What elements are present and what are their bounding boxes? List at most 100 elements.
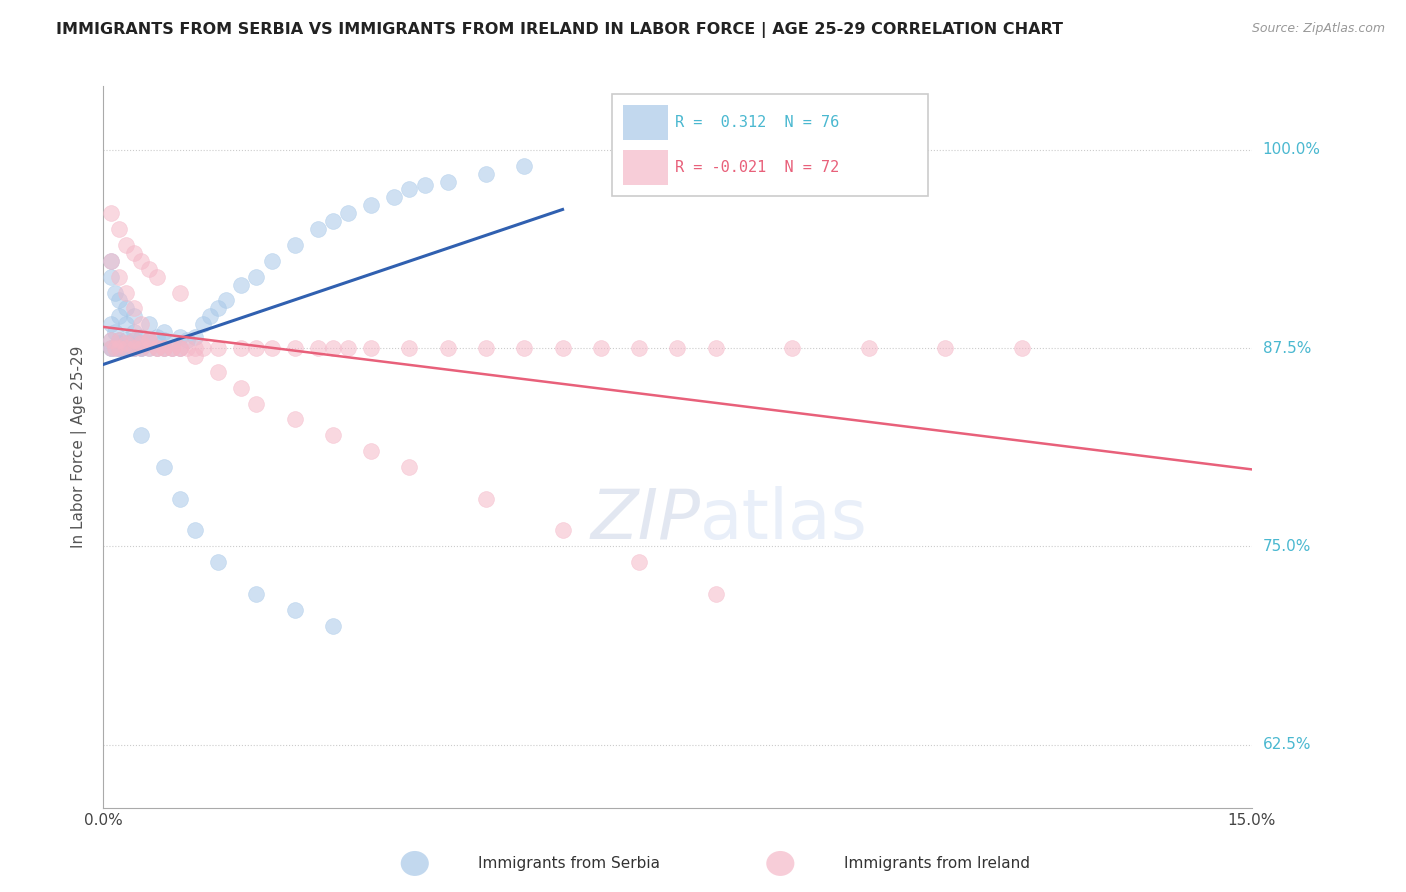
Y-axis label: In Labor Force | Age 25-29: In Labor Force | Age 25-29: [72, 346, 87, 549]
Point: [138, 336, 160, 351]
Point: [118, 341, 141, 355]
Point: [131, 341, 153, 355]
Point: [131, 336, 153, 351]
Point: [107, 336, 129, 351]
Text: IMMIGRANTS FROM SERBIA VS IMMIGRANTS FROM IRELAND IN LABOR FORCE | AGE 25-29 COR: IMMIGRANTS FROM SERBIA VS IMMIGRANTS FRO…: [56, 22, 1063, 38]
Point: [260, 341, 283, 355]
Point: [191, 341, 214, 355]
Point: [146, 330, 169, 344]
Point: [360, 198, 382, 212]
Point: [284, 341, 307, 355]
Point: [115, 341, 138, 355]
Point: [260, 253, 283, 268]
Point: [307, 222, 329, 236]
Text: atlas: atlas: [700, 486, 869, 553]
Point: [191, 318, 214, 332]
Point: [513, 159, 536, 173]
Point: [207, 341, 229, 355]
Point: [284, 412, 307, 426]
Point: [115, 341, 138, 355]
Point: [146, 341, 169, 355]
Point: [513, 341, 536, 355]
Point: [184, 349, 207, 363]
Point: [169, 341, 191, 355]
Point: [551, 341, 574, 355]
Point: [475, 491, 498, 506]
Point: [104, 285, 127, 300]
Point: [589, 341, 612, 355]
Point: [131, 341, 153, 355]
Point: [160, 341, 183, 355]
Point: [382, 190, 405, 204]
Point: [107, 333, 129, 347]
Point: [100, 253, 122, 268]
Point: [122, 341, 145, 355]
Point: [413, 178, 436, 192]
Point: [475, 341, 498, 355]
Text: ZIP: ZIP: [591, 486, 700, 553]
Point: [115, 341, 138, 355]
Point: [107, 293, 129, 308]
Point: [628, 555, 651, 569]
Point: [666, 341, 689, 355]
Point: [146, 341, 169, 355]
Point: [436, 175, 458, 189]
Point: [398, 341, 420, 355]
Point: [153, 460, 176, 475]
Point: [169, 330, 191, 344]
Point: [360, 444, 382, 458]
Point: [934, 341, 956, 355]
Point: [131, 341, 153, 355]
Point: [138, 341, 160, 355]
Point: [245, 587, 267, 601]
Point: [284, 238, 307, 252]
Text: R = -0.021  N = 72: R = -0.021 N = 72: [675, 160, 839, 175]
Point: [398, 182, 420, 196]
Point: [122, 333, 145, 347]
Point: [138, 333, 160, 347]
Point: [115, 285, 138, 300]
Point: [111, 341, 134, 355]
Point: [115, 336, 138, 351]
Point: [131, 428, 153, 442]
Point: [115, 318, 138, 332]
Point: [104, 341, 127, 355]
Point: [122, 333, 145, 347]
Point: [122, 310, 145, 324]
Point: [229, 381, 252, 395]
Point: [475, 167, 498, 181]
Point: [107, 222, 129, 236]
Point: [100, 333, 122, 347]
Point: [100, 341, 122, 355]
Point: [107, 341, 129, 355]
Point: [107, 333, 129, 347]
Point: [160, 341, 183, 355]
Point: [360, 341, 382, 355]
Point: [107, 310, 129, 324]
Point: [122, 246, 145, 260]
Point: [138, 261, 160, 276]
Text: 75.0%: 75.0%: [1263, 539, 1310, 554]
Point: [138, 333, 160, 347]
Text: R =  0.312  N = 76: R = 0.312 N = 76: [675, 115, 839, 130]
Point: [153, 325, 176, 339]
Text: Immigrants from Serbia: Immigrants from Serbia: [478, 856, 659, 871]
Point: [551, 524, 574, 538]
Point: [100, 318, 122, 332]
Point: [322, 428, 344, 442]
Point: [176, 333, 198, 347]
Point: [100, 269, 122, 284]
Point: [207, 365, 229, 379]
Point: [436, 341, 458, 355]
Point: [628, 341, 651, 355]
Point: [184, 330, 207, 344]
Point: [138, 333, 160, 347]
Text: 100.0%: 100.0%: [1263, 143, 1320, 157]
Point: [115, 333, 138, 347]
Point: [131, 336, 153, 351]
Point: [138, 318, 160, 332]
Point: [131, 318, 153, 332]
Point: [337, 206, 360, 220]
Point: [115, 301, 138, 316]
Point: [169, 341, 191, 355]
